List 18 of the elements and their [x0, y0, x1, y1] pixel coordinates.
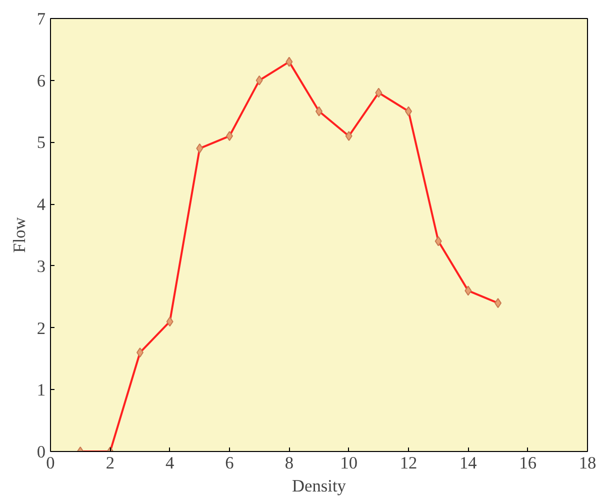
x-tick-label: 14: [460, 454, 478, 472]
x-tick-label: 4: [166, 454, 174, 472]
y-tick-label: 6: [36, 71, 46, 90]
y-tick-label: 1: [36, 380, 46, 400]
y-tick-label: 2: [36, 318, 46, 338]
y-tick-label: 3: [36, 256, 46, 276]
x-tick-label: 2: [106, 454, 115, 472]
y-tick-label: 7: [36, 10, 46, 28]
y-tick-label: 4: [36, 195, 46, 214]
x-tick-label: 18: [578, 454, 596, 472]
x-tick-label: 12: [400, 454, 418, 472]
x-tick-label: 8: [284, 454, 294, 472]
y-tick-label: 5: [36, 133, 46, 152]
x-tick-label: 6: [225, 454, 234, 472]
x-tick-label: 10: [340, 454, 358, 472]
y-axis-title: Flow: [10, 216, 29, 253]
x-axis-title: Density: [292, 476, 346, 496]
x-tick-label: 16: [519, 454, 537, 472]
